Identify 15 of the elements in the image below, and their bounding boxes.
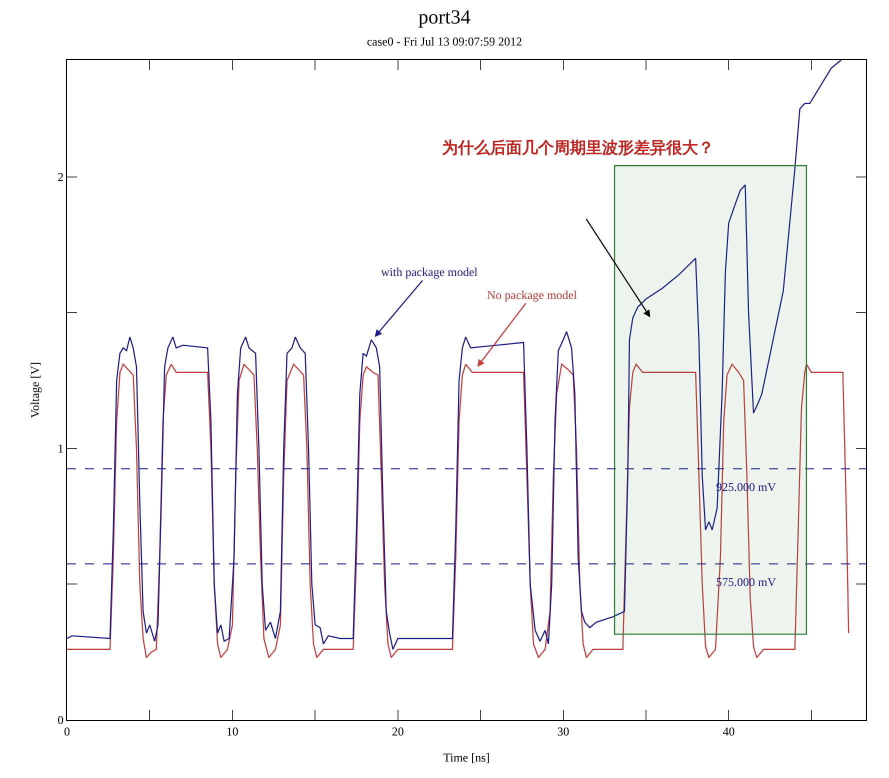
annotation: with package model (381, 265, 478, 279)
line-series (67, 364, 850, 658)
annotation: 为什么后面几个周期里波形差异很大？ (442, 138, 714, 157)
x-tick-label: 20 (392, 724, 404, 738)
x-axis-title: Time [ns] (443, 750, 490, 764)
y-axis-title: Voltage [V] (28, 362, 42, 418)
y-tick-label: 1 (58, 442, 64, 456)
x-tick-label: 30 (557, 724, 570, 738)
y-tick-label: 0 (58, 713, 64, 728)
x-tick-label: 10 (226, 724, 238, 738)
annotation: No package model (487, 288, 578, 302)
chart-subtitle: case0 - Fri Jul 13 09:07:59 2012 (366, 34, 522, 48)
chart-title: port34 (418, 6, 471, 28)
x-tick-label: 40 (722, 724, 735, 738)
y-tick-label: 2 (58, 170, 64, 184)
